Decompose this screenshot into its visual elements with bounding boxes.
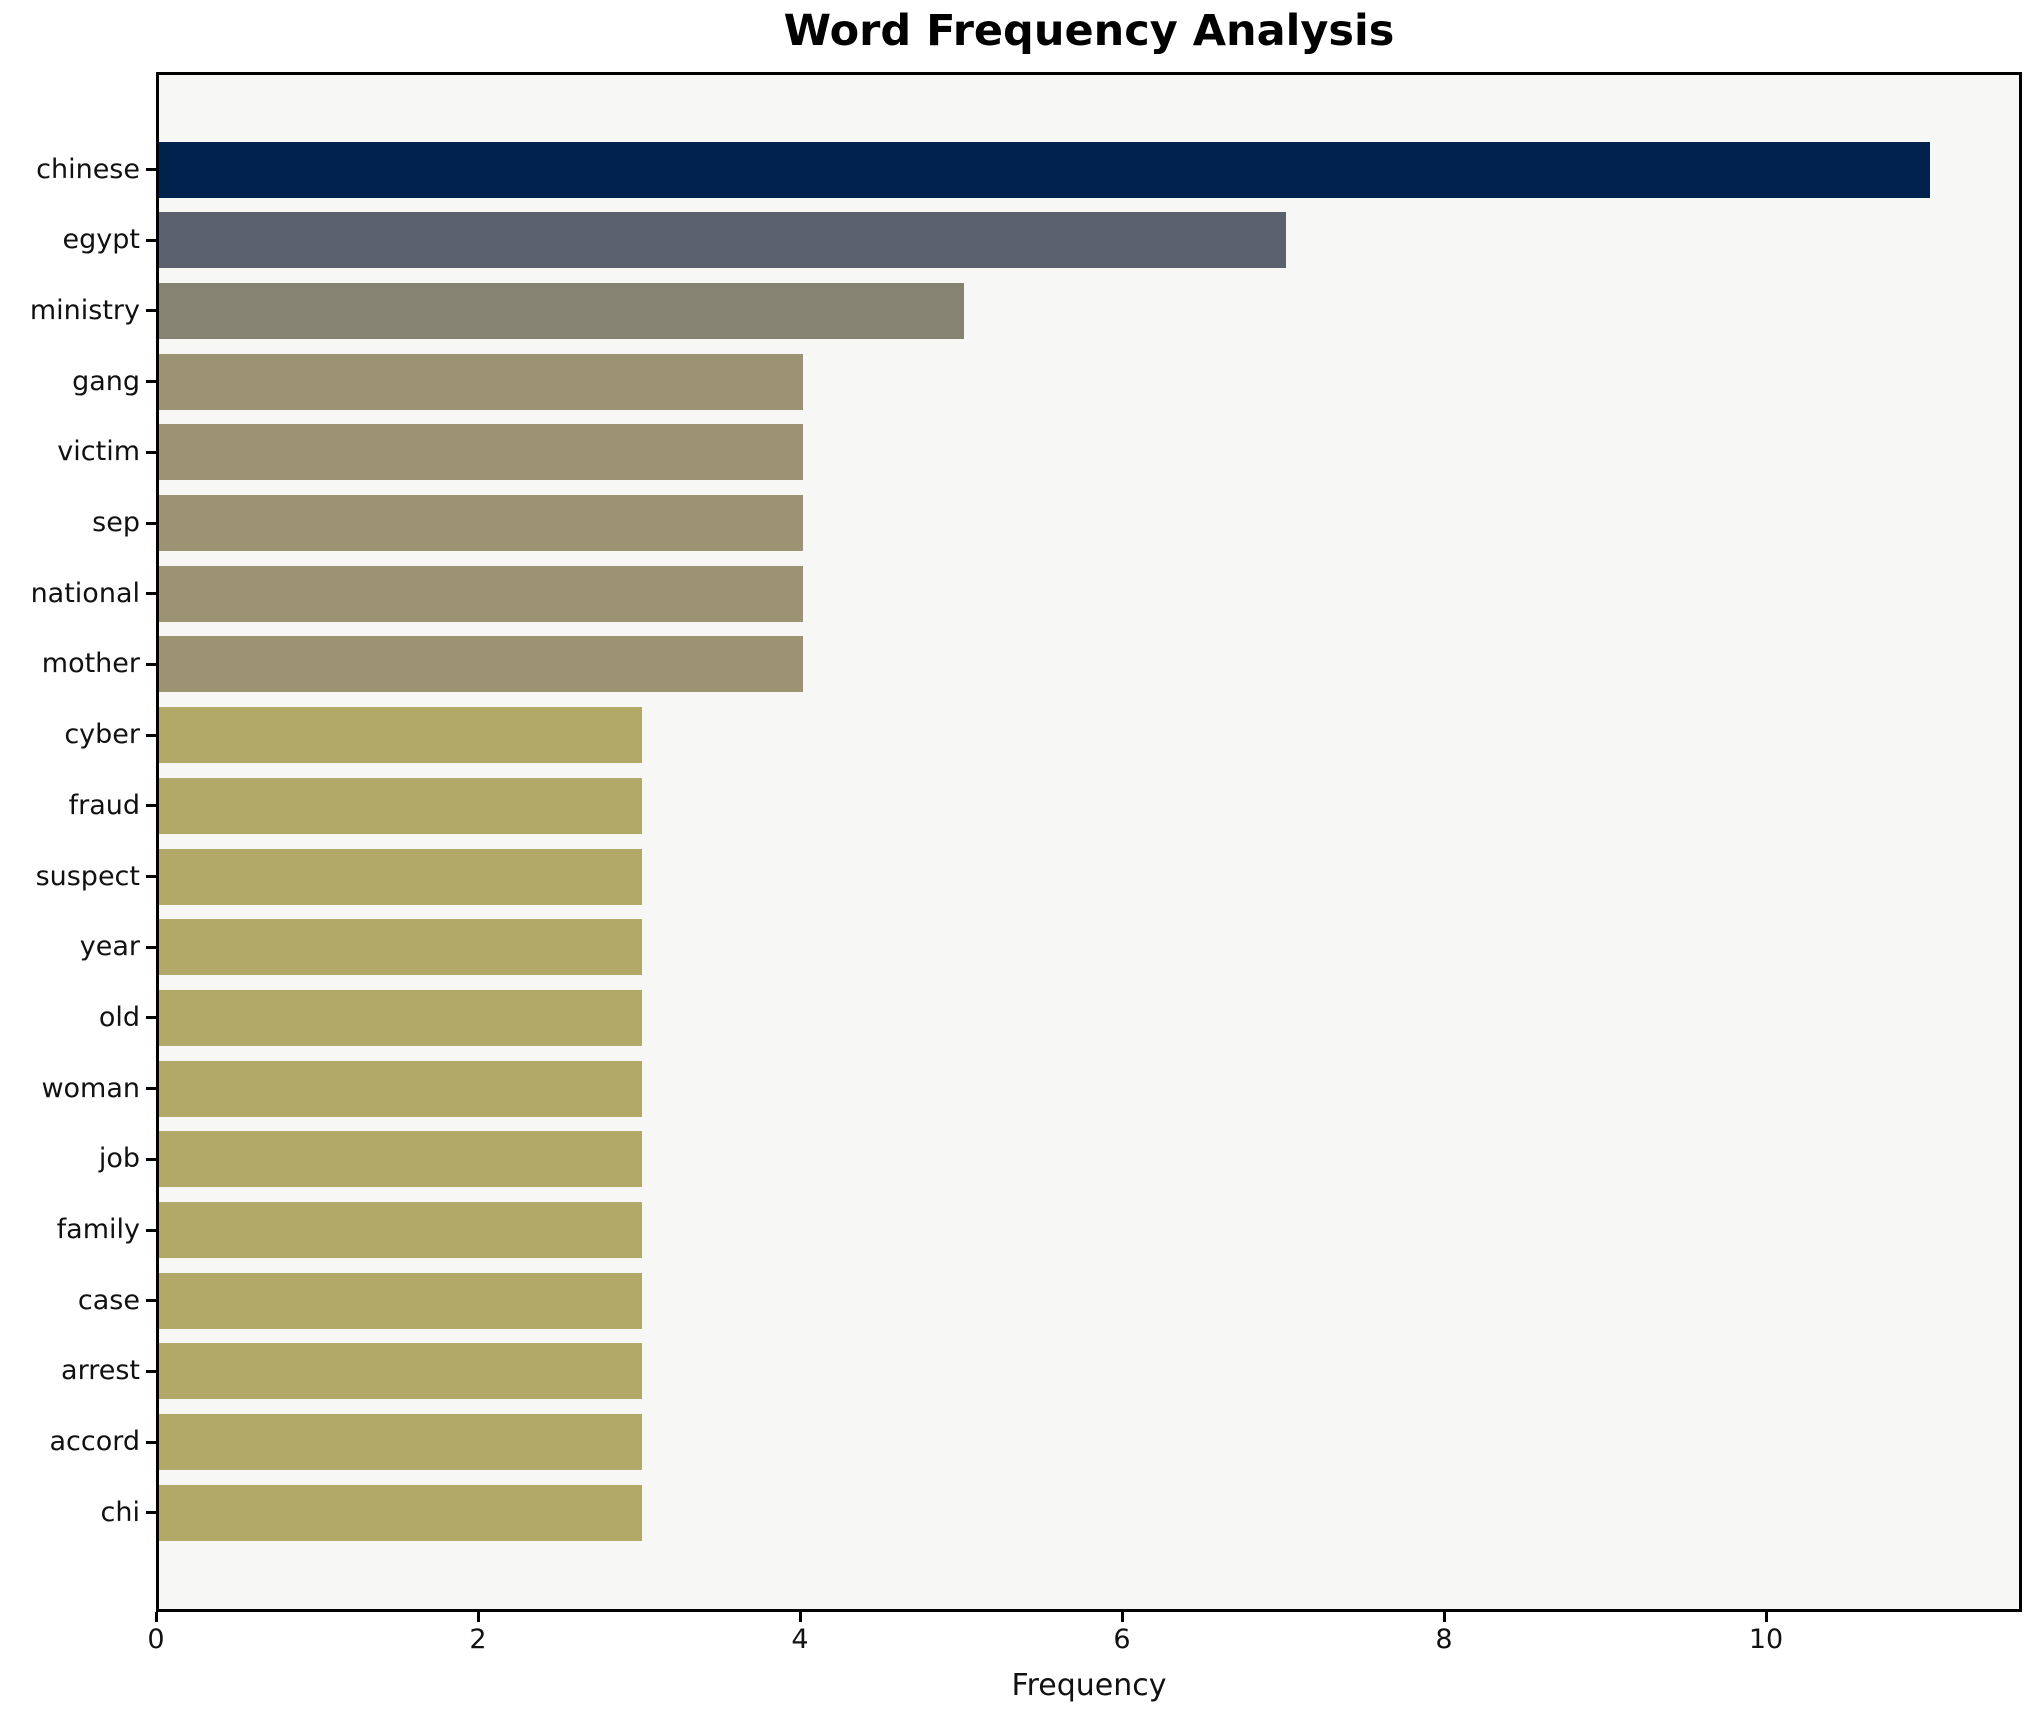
- y-tick-label-chinese: chinese: [36, 153, 140, 185]
- y-tick-label-sep: sep: [92, 507, 140, 538]
- plot-area: [156, 72, 2022, 1612]
- y-tick-label-case: case: [77, 1284, 140, 1316]
- y-tick-mark: [146, 1440, 156, 1444]
- bar-chinese: [159, 141, 1930, 198]
- bar-old: [159, 989, 642, 1046]
- x-tick-label-4: 4: [791, 1624, 809, 1655]
- y-tick-mark: [146, 875, 156, 878]
- y-tick-label-egypt: egypt: [62, 224, 140, 256]
- bar-case: [159, 1272, 642, 1329]
- x-tick-mark: [154, 1612, 158, 1622]
- y-tick-mark: [146, 380, 156, 384]
- y-tick-label-chi: chi: [100, 1496, 140, 1528]
- y-tick-label-ministry: ministry: [29, 294, 140, 326]
- bar-family: [159, 1202, 642, 1258]
- x-tick-mark: [476, 1612, 480, 1622]
- y-tick-label-cyber: cyber: [64, 719, 140, 751]
- x-tick-label-6: 6: [1113, 1624, 1131, 1655]
- bar-sep: [159, 495, 803, 551]
- y-tick-label-gang: gang: [72, 365, 140, 397]
- y-tick-mark: [146, 1016, 156, 1020]
- y-tick-mark: [146, 238, 156, 242]
- y-tick-mark: [146, 1087, 156, 1091]
- y-tick-label-job: job: [98, 1143, 140, 1175]
- bar-egypt: [159, 212, 1286, 269]
- bar-cyber: [159, 707, 642, 764]
- bar-year: [159, 919, 642, 976]
- bar-arrest: [159, 1343, 642, 1400]
- y-tick-label-family: family: [56, 1214, 140, 1245]
- y-tick-label-national: national: [30, 577, 140, 609]
- y-tick-mark: [146, 1369, 156, 1373]
- x-axis-label: Frequency: [1011, 1668, 1167, 1703]
- y-tick-label-old: old: [98, 1001, 140, 1033]
- bar-fraud: [159, 777, 642, 834]
- y-tick-mark: [146, 1157, 156, 1161]
- x-tick-label-2: 2: [469, 1624, 487, 1655]
- y-tick-mark: [146, 945, 156, 949]
- y-tick-label-mother: mother: [41, 648, 140, 680]
- y-tick-label-suspect: suspect: [35, 860, 140, 892]
- y-tick-label-arrest: arrest: [61, 1355, 140, 1387]
- bar-chi: [159, 1484, 642, 1541]
- y-tick-label-fraud: fraud: [68, 789, 140, 821]
- y-tick-mark: [146, 521, 156, 525]
- x-tick-label-8: 8: [1435, 1624, 1453, 1655]
- bar-victim: [159, 424, 803, 481]
- y-tick-mark: [146, 592, 156, 596]
- y-tick-mark: [146, 309, 156, 313]
- bar-national: [159, 565, 803, 622]
- bar-accord: [159, 1414, 642, 1471]
- x-tick-mark: [1442, 1612, 1446, 1622]
- x-tick-mark: [798, 1612, 802, 1622]
- x-tick-label-0: 0: [147, 1624, 165, 1655]
- y-tick-label-accord: accord: [49, 1426, 140, 1458]
- bar-suspect: [159, 848, 642, 905]
- chart-title: Word Frequency Analysis: [783, 6, 1395, 56]
- x-tick-label-10: 10: [1748, 1624, 1784, 1655]
- y-tick-label-woman: woman: [41, 1072, 140, 1104]
- bar-ministry: [159, 282, 964, 339]
- y-tick-label-victim: victim: [57, 436, 140, 468]
- y-tick-mark: [146, 1299, 156, 1303]
- bar-woman: [159, 1060, 642, 1117]
- bar-gang: [159, 353, 803, 410]
- y-tick-mark: [146, 804, 156, 808]
- y-tick-mark: [146, 662, 156, 666]
- bar-job: [159, 1131, 642, 1188]
- y-tick-mark: [146, 1511, 156, 1515]
- y-tick-label-year: year: [79, 931, 140, 963]
- y-tick-mark: [146, 733, 156, 737]
- y-tick-mark: [146, 1228, 156, 1232]
- bar-mother: [159, 636, 803, 693]
- x-tick-mark: [1764, 1612, 1768, 1622]
- y-tick-mark: [146, 450, 156, 454]
- x-tick-mark: [1120, 1612, 1124, 1622]
- y-tick-mark: [146, 168, 156, 171]
